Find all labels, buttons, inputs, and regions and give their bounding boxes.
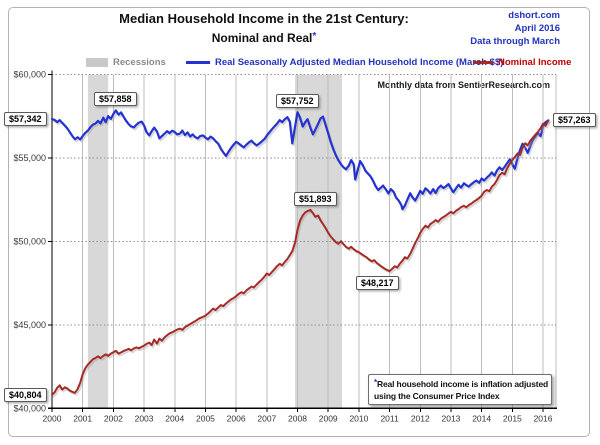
data-source-note: Monthly data from SentierResearch.com: [377, 80, 550, 90]
x-tick-label: 2011: [380, 413, 399, 423]
source-attribution: dshort.com April 2016 Data through March: [470, 9, 560, 48]
x-tick-label: 2007: [257, 413, 276, 423]
x-tick-label: 2005: [196, 413, 215, 423]
x-tick-label: 2004: [165, 413, 184, 423]
subtitle-footnote-asterisk: *: [312, 31, 317, 42]
source-date: April 2016: [514, 23, 560, 34]
y-tick-label: $60,000: [13, 70, 46, 80]
x-tick-label: 2006: [227, 413, 246, 423]
y-tick-label: $45,000: [13, 320, 46, 330]
x-tick-label: 2000: [43, 413, 62, 423]
chart-subtitle: Nominal and Real*: [20, 31, 508, 45]
legend-item-recessions: Recessions: [86, 56, 166, 68]
x-tick-label: 2012: [411, 413, 430, 423]
chart-title: Median Household Income in the 21st Cent…: [119, 11, 409, 26]
footnote-line1: *Real household income is inflation adju…: [374, 377, 549, 390]
legend-label-nominal: Nominal Income: [498, 56, 572, 68]
y-tick-label: $55,000: [13, 153, 46, 163]
nominal-line-swatch: [473, 60, 493, 64]
source-coverage: Data through March: [470, 36, 560, 47]
x-tick-label: 2016: [534, 413, 553, 423]
x-tick-label: 2003: [135, 413, 154, 423]
y-tick-label: $50,000: [13, 237, 46, 247]
x-tick-label: 2009: [319, 413, 338, 423]
recession-band-swatch: [86, 57, 108, 67]
series-line: [51, 119, 550, 396]
x-tick-label: 2014: [472, 413, 491, 423]
chart-outer-frame: [8, 7, 590, 437]
footnote-asterisk: *: [374, 378, 377, 387]
real-line-swatch: [186, 60, 210, 64]
series-shadow: [52, 121, 551, 398]
legend-item-real: Real Seasonally Adjusted Median Househol…: [186, 56, 503, 68]
x-tick-label: 2008: [288, 413, 307, 423]
x-tick-label: 2002: [104, 413, 123, 423]
x-tick-label: 2010: [349, 413, 368, 423]
legend-label-recessions: Recessions: [113, 56, 166, 68]
data-series: [50, 109, 551, 398]
footnote-line1-text: Real household income is inflation adjus…: [376, 379, 549, 389]
horizontal-gridlines: [52, 74, 556, 326]
source-site: dshort.com: [508, 10, 560, 21]
x-tick-label: 2015: [503, 413, 522, 423]
series-line: [50, 109, 550, 211]
footnote-line2: using the Consumer Price Index: [374, 391, 500, 401]
x-tick-label: 2001: [73, 413, 92, 423]
legend-label-real: Real Seasonally Adjusted Median Househol…: [215, 56, 504, 68]
x-tick-label: 2013: [442, 413, 461, 423]
footnote-box: *Real household income is inflation adju…: [368, 374, 552, 405]
axes: [48, 70, 557, 412]
y-tick-label: $40,000: [13, 403, 46, 413]
legend-item-nominal: Nominal Income: [473, 56, 571, 68]
chart-subtitle-text: Nominal and Real: [211, 31, 313, 45]
